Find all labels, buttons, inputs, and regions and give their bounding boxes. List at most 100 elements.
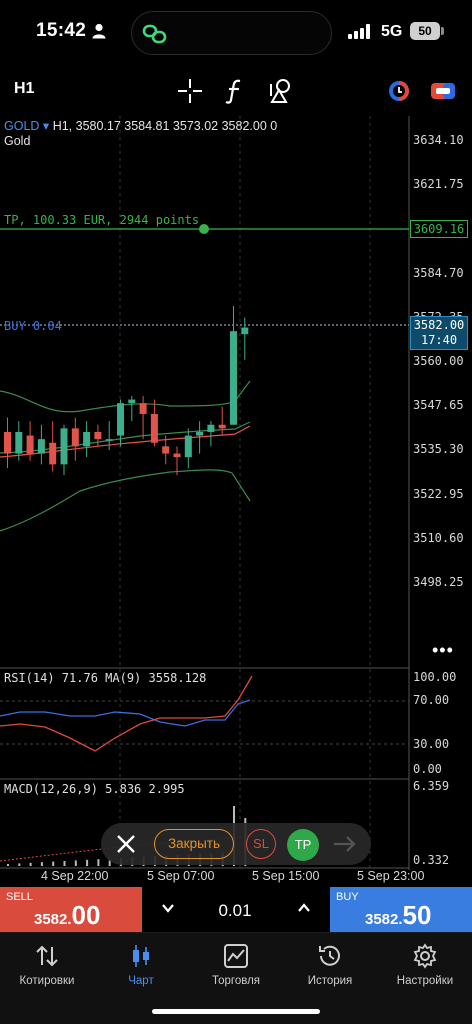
symbol-dropdown-icon[interactable]: ▾ [42,119,50,133]
person-icon [92,23,106,39]
buy-label: BUY [336,891,359,903]
crosshair-icon[interactable] [177,78,203,104]
price-axis-label: 3621.75 [413,177,464,192]
candle-body [139,403,147,414]
time-axis-label: 5 Sep 23:00 [357,869,425,883]
nav-settings[interactable]: Настройки [378,939,472,999]
buy-price-prefix: 3582. [365,911,403,928]
candle-body [105,439,113,441]
nav-trade[interactable]: Торговля [189,939,283,999]
dynamic-island [131,11,332,55]
candle-body [128,399,136,404]
tp-line-label: TP, 100.33 EUR, 2944 points [4,213,200,227]
status-time: 15:42 [36,20,87,41]
rsi-axis-label: 100.00 [413,670,457,684]
macd-bar [86,859,89,866]
chart-toolbar: H1 [0,68,472,112]
take-profit-button[interactable]: TP [287,829,319,861]
candle-body [230,331,237,425]
price-axis-label: 3498.25 [413,575,464,589]
symbol-name[interactable]: GOLD [4,119,40,133]
buy-button[interactable]: BUY 3582.50 [330,887,472,932]
candle-body [218,424,226,429]
macd-label: MACD(12,26,9) 5.836 2.995 [4,782,185,796]
nav-history[interactable]: История [283,939,377,999]
macd-bar [63,861,66,866]
time-axis-label: 5 Sep 07:00 [147,869,215,883]
macd-bar [18,863,21,866]
macd-axis-label: 0.332 [413,853,450,867]
symbol-description: Gold [4,134,31,148]
candle-body [26,435,34,454]
chart-area[interactable]: GOLD ▾ H1, 3580.17 3584.81 3573.02 3582.… [0,116,472,883]
macd-axis-label: 6.359 [413,779,450,793]
tp-handle[interactable] [199,224,209,234]
current-price-badge: 3582.00 17:40 [410,316,468,350]
nav-chart-label: Чарт [128,975,154,987]
nav-settings-label: Настройки [396,975,454,987]
signal-icon [348,24,370,39]
candle-body [4,431,11,454]
candle-body [162,446,170,454]
nav-chart[interactable]: Чарт [94,939,188,999]
bollinger-upper [0,380,251,413]
nav-quotes[interactable]: Котировки [0,939,94,999]
candle-body [150,413,158,443]
chart-icon [133,945,149,967]
rsi-ma-line [0,675,253,752]
lot-decrease-icon[interactable] [160,901,176,915]
close-overlay-icon[interactable] [113,831,139,857]
timeframe-selector[interactable]: H1 [14,80,35,97]
price-axis-label: 3510.60 [413,530,464,545]
chart-header[interactable]: GOLD ▾ H1, 3580.17 3584.81 3573.02 3582.… [4,118,277,133]
macd-bar [52,861,55,866]
more-icon[interactable]: ••• [432,640,454,660]
ohlc-readout: H1, 3580.17 3584.81 3573.02 3582.00 0 [52,119,278,133]
current-price: 3582.00 [413,318,465,332]
one-click-trading-icon[interactable] [386,78,412,104]
stop-loss-button[interactable]: SL [246,829,276,859]
candle-body [15,431,23,454]
rsi-label: RSI(14) 71.76 MA(9) 3558.128 [4,671,207,685]
nav-quotes-label: Котировки [19,975,75,987]
settings-icon [413,943,437,969]
bar-countdown: 17:40 [420,333,458,347]
candle-body [117,403,124,436]
candle-body [173,453,181,458]
macd-bar [97,859,100,866]
objects-icon[interactable] [268,78,294,104]
candle-body [83,431,91,447]
candle-body [94,431,102,440]
link-icon [142,24,167,44]
bottom-nav: Котировки Чарт Торговля История Настройк… [0,932,472,1024]
bollinger-middle [0,421,251,454]
candle-body [60,428,68,465]
tp-price-badge: 3609.16 [410,220,468,238]
time-axis-label: 4 Sep 22:00 [41,869,109,883]
rsi-axis-label: 0.00 [413,762,442,776]
home-indicator [152,1009,320,1014]
candle-body [184,435,192,458]
candle-body [37,439,45,454]
price-axis-label: 3522.95 [413,486,464,501]
moving-average-line [0,425,251,458]
rsi-axis-label: 70.00 [413,693,450,707]
status-bar: 15:42 5G 50 [0,0,472,64]
network-type: 5G [381,23,403,40]
arrow-right-icon[interactable] [331,832,359,856]
trade-panel-icon[interactable] [430,78,456,104]
macd-bar [74,860,77,866]
candle-body [71,428,79,447]
time-axis-label: 5 Sep 15:00 [252,869,320,883]
history-icon [319,945,340,966]
lot-increase-icon[interactable] [296,901,312,915]
sell-button[interactable]: SELL 3582.00 [0,887,142,932]
lot-size-field[interactable]: 0.01 [218,901,252,920]
price-chart[interactable] [0,116,472,870]
price-axis-label: 3547.65 [413,398,464,413]
price-axis-label: 3535.30 [413,442,464,457]
candle-body [207,424,215,432]
indicators-icon[interactable] [222,78,248,104]
close-position-button[interactable]: Закрыть [154,829,234,859]
macd-bar [108,858,111,866]
